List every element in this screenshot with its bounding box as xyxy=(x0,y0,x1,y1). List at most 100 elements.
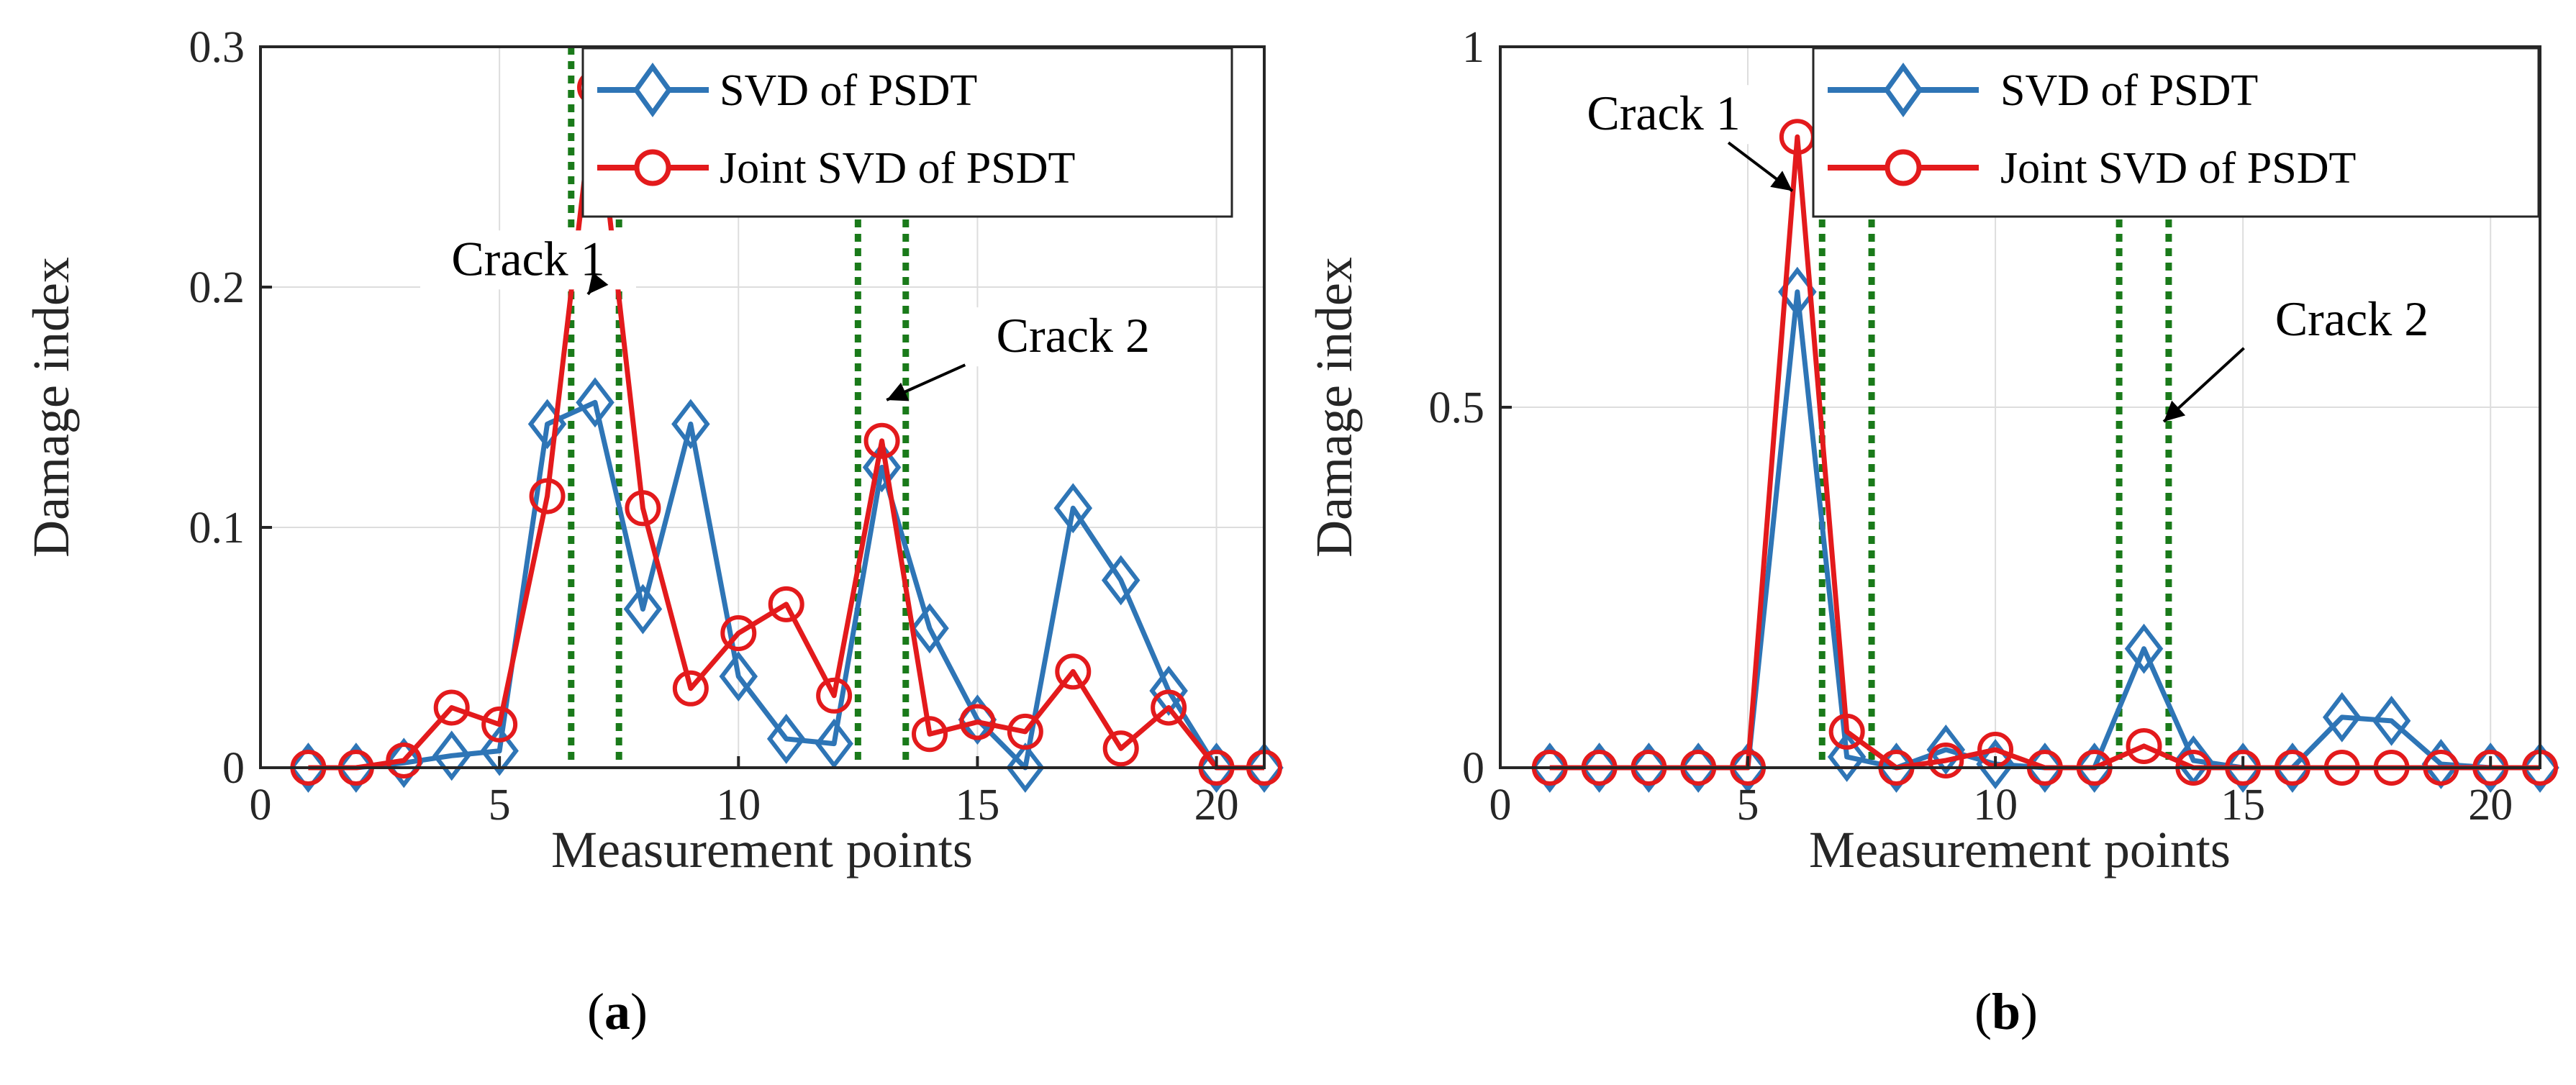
data-point-joint xyxy=(816,677,853,714)
annotations-a: Crack 1 Crack 2 xyxy=(420,230,1182,401)
x-tick-label: 10 xyxy=(716,781,761,830)
x-tick-label: 15 xyxy=(955,781,999,830)
data-point-svd xyxy=(2322,691,2362,743)
legend-label-svd-a: SVD of PSDT xyxy=(720,66,977,115)
legend-box-a xyxy=(581,47,1233,218)
subfigure-label-a: (a) xyxy=(587,983,648,1040)
data-point-svd xyxy=(576,377,614,428)
data-point-svd xyxy=(1053,483,1093,534)
legend-diamond-icon-a xyxy=(632,63,673,117)
x-tick-label: 0 xyxy=(1489,781,1512,830)
annotation-bg xyxy=(965,307,1182,367)
x-tick-label: 20 xyxy=(2468,781,2513,830)
ticks-b: 0 5 10 15 20 0 0.5 1 xyxy=(1429,23,2513,830)
legend-label-joint-b: Joint SVD of PSDT xyxy=(2000,144,2356,193)
data-point-joint xyxy=(1055,653,1092,690)
data-point-joint xyxy=(386,742,422,778)
data-point-joint xyxy=(672,670,709,707)
data-point-joint xyxy=(720,614,757,651)
data-point-joint xyxy=(2126,727,2162,764)
data-point-joint xyxy=(1928,742,1964,778)
y-tick-label: 1 xyxy=(1462,23,1484,72)
data-point-svd xyxy=(480,725,519,776)
data-point-svd xyxy=(289,743,328,793)
data-point-joint xyxy=(625,490,661,527)
annotation-arrow-head-icon xyxy=(886,382,910,401)
data-point-svd xyxy=(671,399,710,450)
data-point-svd xyxy=(2372,695,2411,746)
data-point-svd xyxy=(1579,743,1619,793)
legend-entry-joint-b: Joint SVD of PSDT xyxy=(1828,144,2356,193)
data-point-svd xyxy=(1629,743,1669,793)
data-point-joint xyxy=(912,716,948,753)
annotation-arrow-head-icon xyxy=(1770,171,1792,191)
data-point-svd xyxy=(384,737,424,789)
data-point-svd xyxy=(1006,743,1045,793)
y-tick-label: 0.5 xyxy=(1429,383,1485,432)
data-point-svd xyxy=(2521,743,2559,793)
data-point-joint xyxy=(1151,689,1187,726)
data-point-svd xyxy=(1245,743,1284,793)
x-tick-label: 5 xyxy=(1737,781,1759,830)
annotation-bg xyxy=(1556,85,1772,145)
data-point-svd xyxy=(2471,743,2510,793)
annotation-bg xyxy=(2244,290,2460,350)
data-point-svd xyxy=(815,718,853,769)
data-point-svd xyxy=(2124,623,2164,674)
y-axis-label-b: Damage index xyxy=(1305,257,1363,558)
x-tick-label: 10 xyxy=(1973,781,2018,830)
y-tick-label: 0.1 xyxy=(189,504,245,553)
y-tick-label: 0.2 xyxy=(189,263,245,312)
data-point-svd xyxy=(2223,743,2262,793)
y-tick-label: 0.3 xyxy=(189,23,245,72)
data-point-svd xyxy=(2026,743,2064,793)
data-point-joint xyxy=(1828,713,1865,750)
x-tick-label: 5 xyxy=(489,781,511,830)
x-axis-label-b: Measurement points xyxy=(1809,821,2231,879)
data-point-svd xyxy=(1101,555,1140,606)
data-point-joint xyxy=(768,586,804,622)
data-point-svd xyxy=(2273,743,2312,793)
annotation-label-crack-1: Crack 1 xyxy=(1587,86,1740,140)
annotation-arrow-head-icon xyxy=(2164,400,2186,422)
data-point-svd xyxy=(1197,743,1236,793)
legend-diamond-icon-b xyxy=(1883,63,1923,117)
panel-a: 0 5 10 15 20 0 0.1 0.2 0.3 Measurement points Da… xyxy=(22,23,1284,1040)
legend-a: SVD of PSDT Joint SVD of PSDT xyxy=(581,47,1233,218)
legend-label-joint-a: Joint SVD of PSDT xyxy=(720,144,1075,193)
data-point-svd xyxy=(766,713,806,764)
data-point-joint xyxy=(481,706,518,743)
data-point-joint xyxy=(1102,730,1139,767)
data-point-joint xyxy=(433,689,470,726)
y-tick-label: 0 xyxy=(1462,744,1484,793)
legend-circle-icon-a xyxy=(634,149,671,186)
legend-entry-joint-a: Joint SVD of PSDT xyxy=(597,144,1075,193)
data-point-svd xyxy=(337,743,376,793)
data-point-svd xyxy=(1149,666,1188,717)
data-point-svd xyxy=(1926,725,1966,775)
annotation-label-crack-1: Crack 1 xyxy=(451,231,604,286)
data-point-joint xyxy=(1007,713,1043,750)
x-tick-label: 20 xyxy=(1194,781,1239,830)
data-point-svd xyxy=(1728,743,1767,793)
data-point-joint xyxy=(863,422,900,459)
x-tick-label: 0 xyxy=(250,781,272,830)
annotations-b: Crack 1 Crack 2 xyxy=(1556,85,2460,423)
annotation-label-crack-2: Crack 2 xyxy=(997,308,1150,363)
data-point-svd xyxy=(910,603,949,654)
legend-b: SVD of PSDT Joint SVD of PSDT xyxy=(1812,47,2540,218)
data-point-svd xyxy=(432,730,471,781)
annotation-arrow-head-icon xyxy=(588,272,609,295)
subfigure-label-b: (b) xyxy=(1974,983,2038,1040)
data-point-svd xyxy=(1976,739,2015,789)
y-axis-label-a: Damage index xyxy=(22,257,80,558)
legend-circle-icon-b xyxy=(1885,149,1922,186)
annotation-label-crack-2: Crack 2 xyxy=(2275,291,2428,346)
data-point-joint xyxy=(529,478,566,514)
y-tick-label: 0 xyxy=(222,744,245,793)
panel-b: 0 5 10 15 20 0 0.5 1 Measurement points Damage … xyxy=(1305,23,2559,1040)
x-tick-label: 15 xyxy=(2221,781,2265,830)
data-point-joint xyxy=(959,704,996,740)
ticks-a: 0 5 10 15 20 0 0.1 0.2 0.3 xyxy=(189,23,1239,830)
